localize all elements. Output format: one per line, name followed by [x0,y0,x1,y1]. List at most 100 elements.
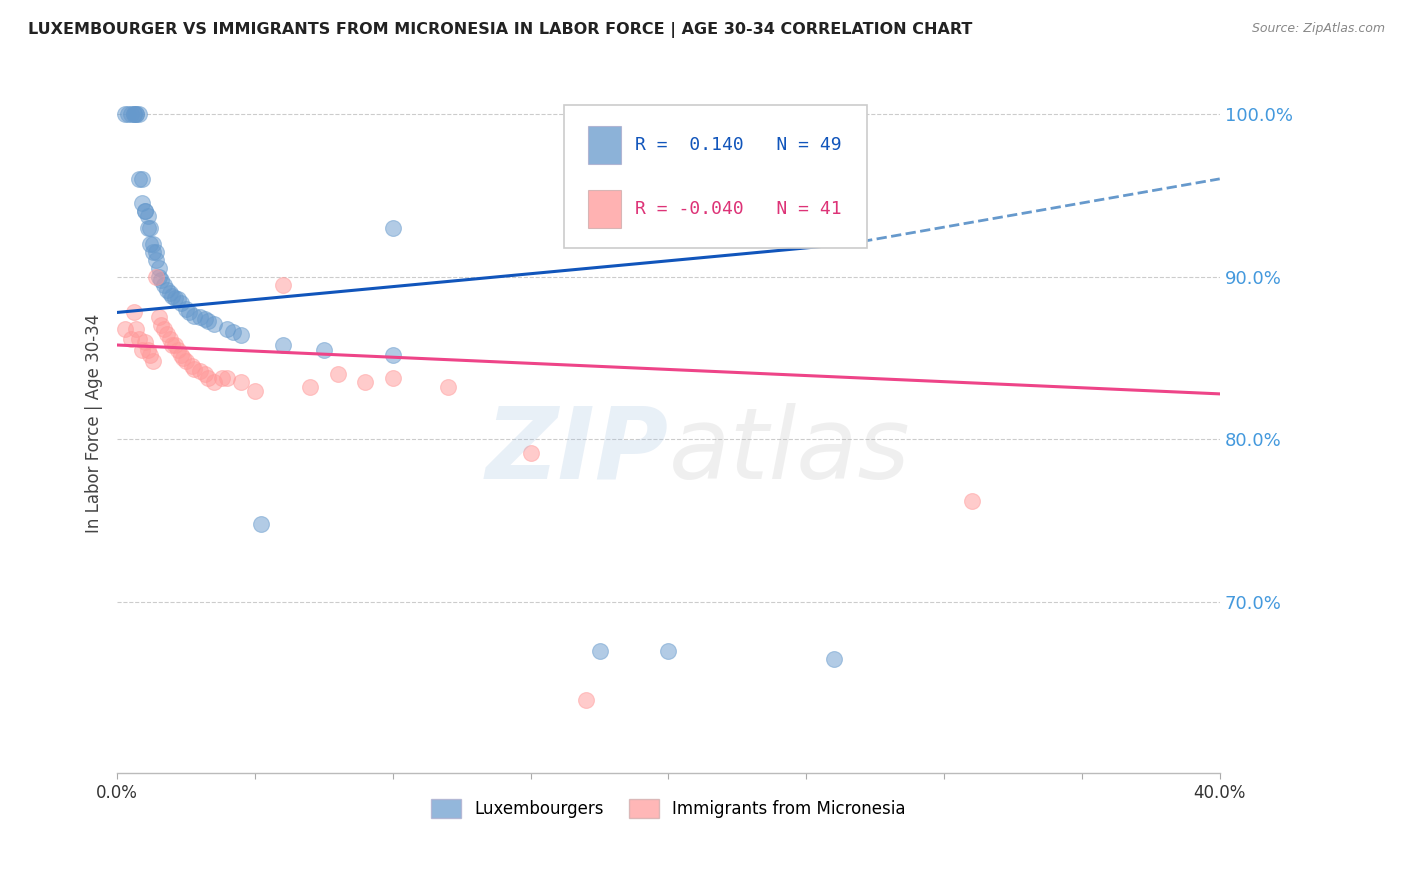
Point [117,106,139,120]
Point [150,318,173,333]
Point [148,261,170,276]
Point [120,106,142,120]
Point [231,328,253,343]
Point [145,253,167,268]
Point [166,293,188,307]
Point [197,313,219,327]
Text: ZIP: ZIP [485,402,668,500]
Point [354,376,377,390]
Point [125,322,148,336]
Text: LUXEMBOURGER VS IMMIGRANTS FROM MICRONESIA IN LABOR FORCE | AGE 30-34 CORRELATIO: LUXEMBOURGER VS IMMIGRANTS FROM MICRONES… [28,22,973,38]
Point [145,269,167,284]
Point [128,331,150,345]
Point [131,172,153,186]
Point [122,305,145,319]
Point [153,277,176,292]
Point [588,644,610,658]
Point [183,362,205,376]
Legend: Luxembourgers, Immigrants from Micronesia: Luxembourgers, Immigrants from Micronesi… [425,792,912,824]
Point [188,310,211,325]
Point [519,445,541,459]
Point [142,237,165,252]
Point [128,172,150,186]
Point [271,338,294,352]
Point [312,343,335,357]
Text: atlas: atlas [668,402,910,500]
Bar [588,190,621,228]
Point [194,312,217,326]
Point [120,331,142,345]
Point [142,245,165,260]
Point [202,317,225,331]
Point [125,106,148,120]
Point [326,368,349,382]
Point [136,220,159,235]
Point [128,106,150,120]
Point [114,322,136,336]
Point [114,106,136,120]
Point [156,326,179,341]
Point [575,693,598,707]
Text: Source: ZipAtlas.com: Source: ZipAtlas.com [1251,22,1385,36]
Point [172,351,194,365]
Point [142,354,165,368]
Point [122,106,145,120]
Point [271,277,294,292]
Point [131,196,153,211]
Point [174,302,197,317]
Point [217,370,239,384]
Point [174,354,197,368]
Point [136,210,159,224]
Point [249,517,271,532]
Point [134,334,156,349]
Point [960,494,983,508]
Point [202,376,225,390]
Point [381,220,404,235]
Point [381,370,404,384]
Point [153,322,176,336]
Point [243,384,266,398]
Point [122,106,145,120]
Point [222,325,245,339]
Y-axis label: In Labor Force | Age 30-34: In Labor Force | Age 30-34 [86,314,103,533]
Point [156,283,179,297]
Bar [588,126,621,164]
Point [166,343,188,357]
Text: R = -0.040   N = 41: R = -0.040 N = 41 [636,200,842,219]
Point [139,237,162,252]
Point [197,370,219,384]
Point [162,289,184,303]
Point [148,269,170,284]
Point [188,364,211,378]
Point [125,106,148,120]
Point [136,343,159,357]
Point [150,273,173,287]
Point [134,204,156,219]
Point [437,380,460,394]
Point [165,291,187,305]
Point [183,309,205,323]
Point [131,343,153,357]
Point [165,338,187,352]
Point [159,331,181,345]
Point [148,310,170,325]
Point [217,322,239,336]
Point [139,220,162,235]
Point [162,338,184,352]
Point [177,305,200,319]
Point [145,245,167,260]
Point [231,376,253,390]
Point [169,348,191,362]
Text: R =  0.140   N = 49: R = 0.140 N = 49 [636,136,842,153]
Point [194,368,217,382]
Point [180,359,202,374]
Point [134,204,156,219]
Point [823,652,845,666]
Point [211,370,233,384]
Point [159,285,181,300]
FancyBboxPatch shape [564,104,868,248]
Point [381,348,404,362]
Point [657,644,679,658]
Point [299,380,322,394]
Point [139,348,162,362]
